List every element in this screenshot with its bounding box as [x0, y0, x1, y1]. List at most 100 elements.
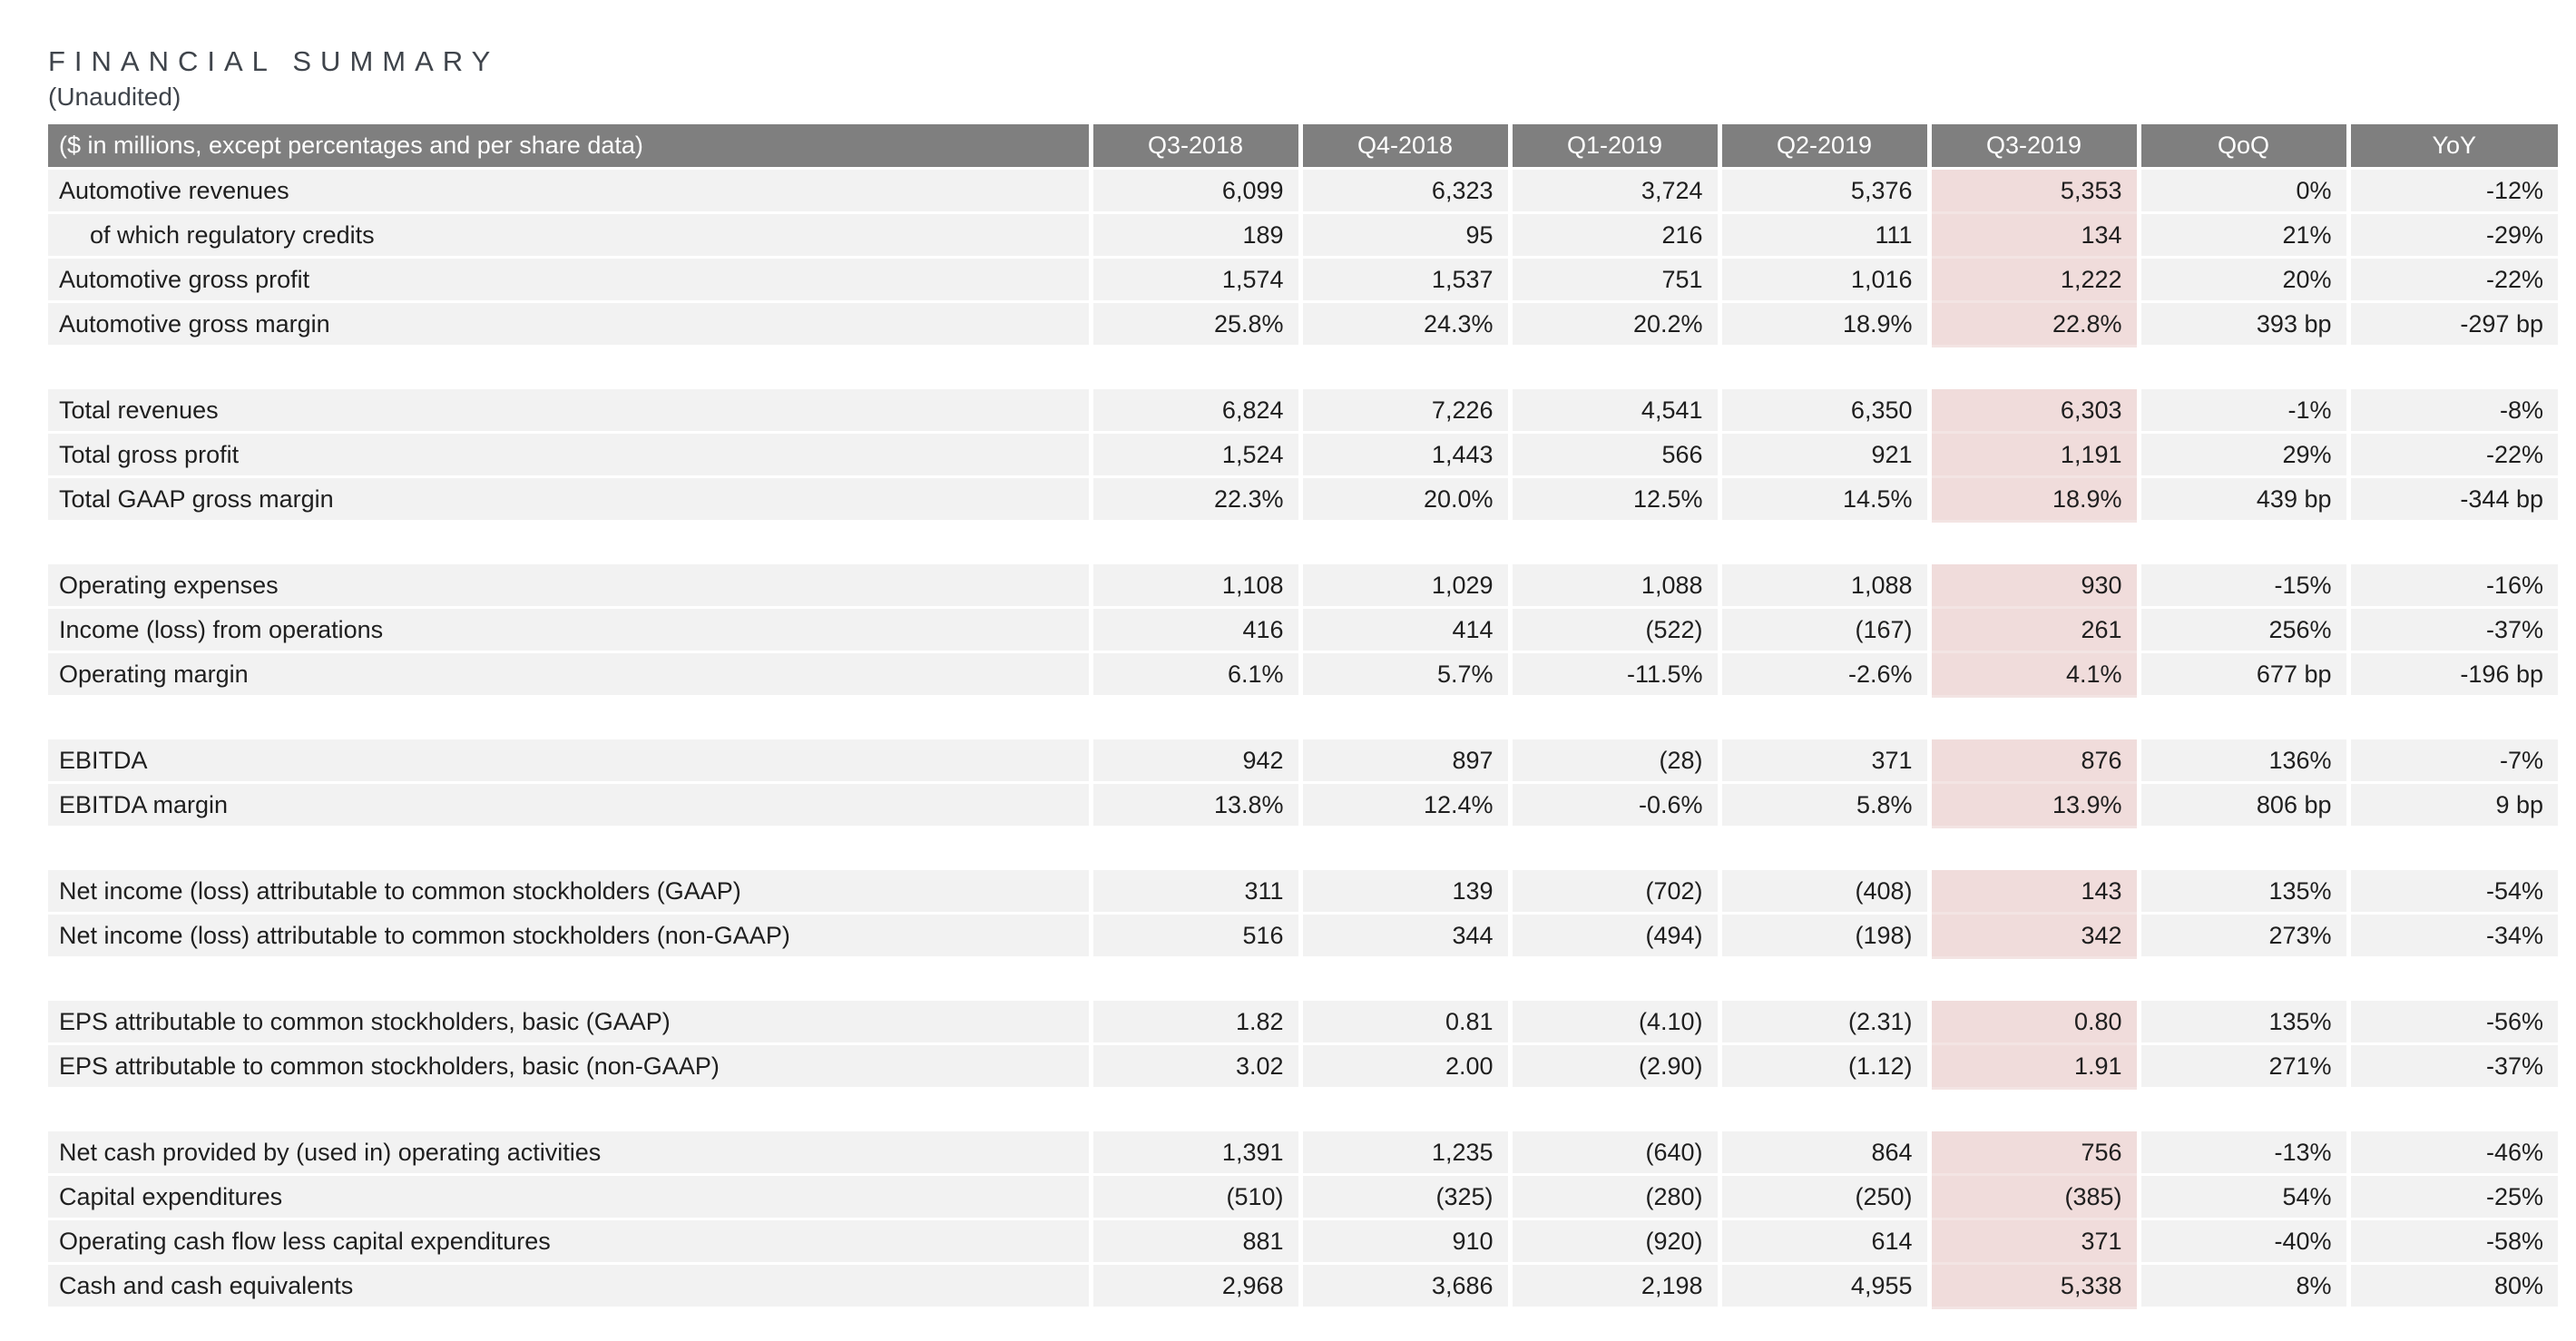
value-cell: 371 [1717, 739, 1929, 784]
value-cell: (280) [1507, 1174, 1719, 1220]
value-cell: 256% [2136, 607, 2348, 653]
value-cell: 344 [1298, 913, 1510, 959]
value-cell: 414 [1298, 607, 1510, 653]
value-cell-highlighted: 1,222 [1926, 257, 2139, 303]
value-cell: 864 [1717, 1131, 1929, 1176]
value-cell: 20% [2136, 257, 2348, 303]
value-cell: 921 [1717, 432, 1929, 478]
table-row: of which regulatory credits 189 95 216 111 13… [48, 212, 2558, 259]
table-row: Cash and cash equivalents 2,968 3,686 2,198… [48, 1263, 2558, 1309]
table-row: Total gross profit 1,524 1,443 566 921 1,191 2… [48, 432, 2558, 478]
row-label-cell: Total gross profit [48, 432, 1091, 478]
value-cell: 1,524 [1088, 432, 1300, 478]
value-cell: 516 [1088, 913, 1300, 959]
value-cell: 5.7% [1298, 651, 1510, 698]
value-cell: (4.10) [1507, 1001, 1719, 1045]
table-row: Net income (loss) attributable to common… [48, 913, 2558, 959]
value-cell: 1,391 [1088, 1131, 1300, 1176]
spacer-row [48, 696, 2558, 739]
value-cell: 20.0% [1298, 476, 1510, 523]
value-cell: 751 [1507, 257, 1719, 303]
value-cell-highlighted: 5,353 [1926, 168, 2139, 214]
row-label-cell: Operating expenses [48, 564, 1091, 609]
value-cell: -58% [2346, 1219, 2558, 1265]
row-label-cell: Net cash provided by (used in) operating… [48, 1131, 1091, 1176]
value-cell-highlighted: 5,338 [1926, 1263, 2139, 1309]
value-cell: (494) [1507, 913, 1719, 959]
value-cell: (2.90) [1507, 1043, 1719, 1090]
value-cell: (1.12) [1717, 1043, 1929, 1090]
value-cell: 1,443 [1298, 432, 1510, 478]
row-label-cell: Income (loss) from operations [48, 607, 1091, 653]
value-cell: (2.31) [1717, 1001, 1929, 1045]
spacer-cell [48, 696, 2558, 739]
spacer-cell [48, 521, 2558, 564]
value-cell: 24.3% [1298, 301, 1510, 347]
value-cell: -37% [2346, 1043, 2558, 1090]
value-cell: 4,955 [1717, 1263, 1929, 1309]
row-label-cell: Net income (loss) attributable to common… [48, 913, 1091, 959]
value-cell: 95 [1298, 212, 1510, 259]
value-cell-highlighted: 1.91 [1926, 1043, 2139, 1090]
value-cell: (920) [1507, 1219, 1719, 1265]
value-cell: -25% [2346, 1174, 2558, 1220]
value-cell: -8% [2346, 389, 2558, 434]
value-cell: -56% [2346, 1001, 2558, 1045]
value-cell: 2,968 [1088, 1263, 1300, 1309]
header-q1-2019: Q1-2019 [1507, 124, 1719, 170]
value-cell: 6,824 [1088, 389, 1300, 434]
value-cell: 6,350 [1717, 389, 1929, 434]
value-cell: 614 [1717, 1219, 1929, 1265]
value-cell: 1,088 [1717, 564, 1929, 609]
header-q4-2018: Q4-2018 [1298, 124, 1510, 170]
value-cell: -297 bp [2346, 301, 2558, 347]
row-label-cell: EPS attributable to common stockholders,… [48, 1001, 1091, 1045]
value-cell: (250) [1717, 1174, 1929, 1220]
spacer-cell [48, 346, 2558, 389]
spacer-row [48, 1088, 2558, 1131]
table-row: Operating margin 6.1% 5.7% -11.5% -2.6% 4.1% 6… [48, 651, 2558, 698]
page-title: FINANCIAL SUMMARY [48, 45, 500, 77]
value-cell: -54% [2346, 870, 2558, 915]
value-cell: -22% [2346, 432, 2558, 478]
value-cell: 7,226 [1298, 389, 1510, 434]
value-cell: -7% [2346, 739, 2558, 784]
value-cell: -15% [2136, 564, 2348, 609]
table-row: Capital expenditures (510) (325) (280) (250)… [48, 1174, 2558, 1220]
value-cell-highlighted: 756 [1926, 1131, 2139, 1176]
value-cell: 5,376 [1717, 168, 1929, 214]
spacer-cell [48, 1088, 2558, 1131]
table-row: EPS attributable to common stockholders,… [48, 1043, 2558, 1090]
value-cell: 806 bp [2136, 782, 2348, 828]
financial-summary-page: FINANCIAL SUMMARY (Unaudited) ($ in mill… [48, 45, 2558, 1309]
value-cell: -1% [2136, 389, 2348, 434]
value-cell: 22.3% [1088, 476, 1300, 523]
header-q2-2019: Q2-2019 [1717, 124, 1929, 170]
row-label-cell: Cash and cash equivalents [48, 1263, 1091, 1309]
value-cell: 1,574 [1088, 257, 1300, 303]
value-cell-highlighted: 18.9% [1926, 476, 2139, 523]
value-cell: 9 bp [2346, 782, 2558, 828]
value-cell: 21% [2136, 212, 2348, 259]
value-cell-highlighted: 13.9% [1926, 782, 2139, 828]
value-cell: 25.8% [1088, 301, 1300, 347]
value-cell: 1.82 [1088, 1001, 1300, 1045]
value-cell: 3.02 [1088, 1043, 1300, 1090]
value-cell: (640) [1507, 1131, 1719, 1176]
value-cell: 942 [1088, 739, 1300, 784]
row-label-cell: Operating cash flow less capital expendi… [48, 1219, 1091, 1265]
table-row: EPS attributable to common stockholders,… [48, 1001, 2558, 1045]
value-cell: -16% [2346, 564, 2558, 609]
table-row: Operating cash flow less capital expendi… [48, 1219, 2558, 1265]
value-cell: 135% [2136, 1001, 2348, 1045]
value-cell: 1,016 [1717, 257, 1929, 303]
header-yoy: YoY [2346, 124, 2558, 170]
value-cell: -34% [2346, 913, 2558, 959]
value-cell: 416 [1088, 607, 1300, 653]
value-cell: 189 [1088, 212, 1300, 259]
value-cell-highlighted: 6,303 [1926, 389, 2139, 434]
table-row: EBITDA margin 13.8% 12.4% -0.6% 5.8% 13.9% 806… [48, 782, 2558, 828]
table-row: Net income (loss) attributable to common… [48, 870, 2558, 915]
row-label-cell: Total revenues [48, 389, 1091, 434]
row-label-cell: Automotive revenues [48, 168, 1091, 214]
